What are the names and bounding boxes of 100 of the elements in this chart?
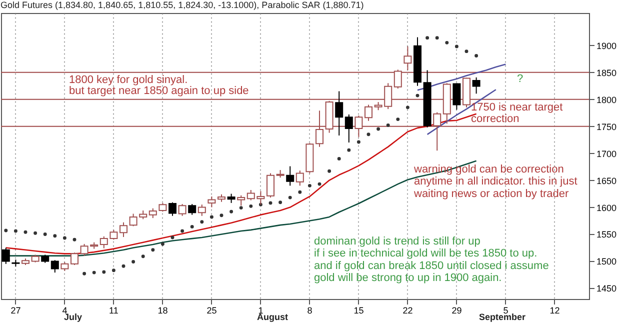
x-tick-label: 15 [354,306,364,316]
point [170,236,174,240]
y-tick-label: 1450 [596,284,617,294]
annotation: gold will be strong to up in 1900 again. [314,272,502,284]
point [347,148,351,152]
candlestick [208,196,216,208]
line-series [416,64,506,91]
candlestick [404,46,412,71]
candlestick [120,222,128,238]
text: August [257,312,288,322]
x-tick-label: 12 [550,306,560,316]
point [268,201,272,205]
point [474,54,478,58]
annotation: 1800 key for gold sinyal. [69,74,188,86]
point [112,268,116,272]
candlestick [364,104,372,122]
point [406,106,410,110]
y-tick-label: 1850 [596,68,617,78]
candlestick [2,247,10,264]
point [160,242,164,246]
annotation: ? [517,72,524,85]
point [132,260,136,264]
point [376,127,380,131]
annotation: warning gold can be correction [413,163,564,176]
point [190,224,194,228]
point [220,214,224,218]
x-tick-label: 11 [109,306,118,316]
candlestick [70,252,78,266]
point [337,156,341,160]
point [416,94,420,98]
point [396,118,400,122]
candlestick [50,260,59,274]
point [454,44,458,48]
annotation: dominan gold is trend is still for up [314,235,480,248]
annotation: if i see in technical gold will be tes 1850 to up. [314,248,538,260]
point [288,196,292,200]
point [141,254,145,258]
point [386,124,390,127]
point [210,215,214,219]
candlestick [168,202,176,216]
x-tick-label: 29 [452,306,462,316]
point [445,40,449,44]
point [318,182,322,186]
y-tick-label: 1550 [596,230,617,240]
candlestick [188,204,196,216]
point [328,169,332,173]
y-tick-label: 1900 [596,40,617,51]
y-tick-label: 1650 [596,176,617,186]
annotation: waiting news or action by trader [413,188,570,200]
y-tick-label: 1800 [596,94,617,105]
x-tick-label: 22 [402,306,413,316]
point [34,231,38,235]
candlestick [296,170,304,186]
point [180,229,184,233]
candlestick [335,90,344,136]
point [426,36,430,40]
chart-title: Gold Futures (1,834.80, 1,840.65, 1,810.55, 1,824.30, -13.1000), Parabolic SAR (1,880.71) [0,0,364,10]
candlestick [286,166,294,186]
x-tick-label: 27 [10,306,21,316]
point [62,236,66,240]
point [230,210,234,214]
candlestick [227,193,236,204]
point [43,232,47,236]
point [122,264,126,268]
annotation: correction [471,112,520,125]
candlestick [472,76,480,94]
point [239,206,243,210]
point [298,190,302,194]
point [24,230,28,234]
point [53,234,57,238]
point [435,36,439,40]
annotation: anytime in all indicator. this in just [414,175,578,188]
y-tick-label: 1700 [596,148,617,159]
annotation: but target near 1850 again to up side [69,85,249,98]
point [92,270,96,274]
point [464,50,468,54]
y-tick-label: 1750 [596,122,617,132]
point [249,204,253,208]
candlestick [237,194,246,206]
candlestick [178,204,186,216]
point [356,140,360,144]
point [72,238,76,242]
candlestick [266,172,274,198]
point [4,228,8,232]
x-tick-label: 25 [206,306,217,316]
candlestick [452,82,461,110]
candlestick [198,204,206,216]
y-tick-label: 1500 [596,256,617,267]
point [278,200,282,204]
annotation: and if gold can break 1850 until closed i assume [314,260,549,272]
point [14,229,18,233]
point [366,132,370,136]
point [308,184,312,188]
point [82,272,86,276]
point [151,248,155,252]
point [200,220,204,224]
point [102,270,106,274]
annotation: 1750 is near target [471,101,563,114]
x-tick-label: 8 [307,306,312,316]
y-tick-label: 1600 [596,202,617,213]
